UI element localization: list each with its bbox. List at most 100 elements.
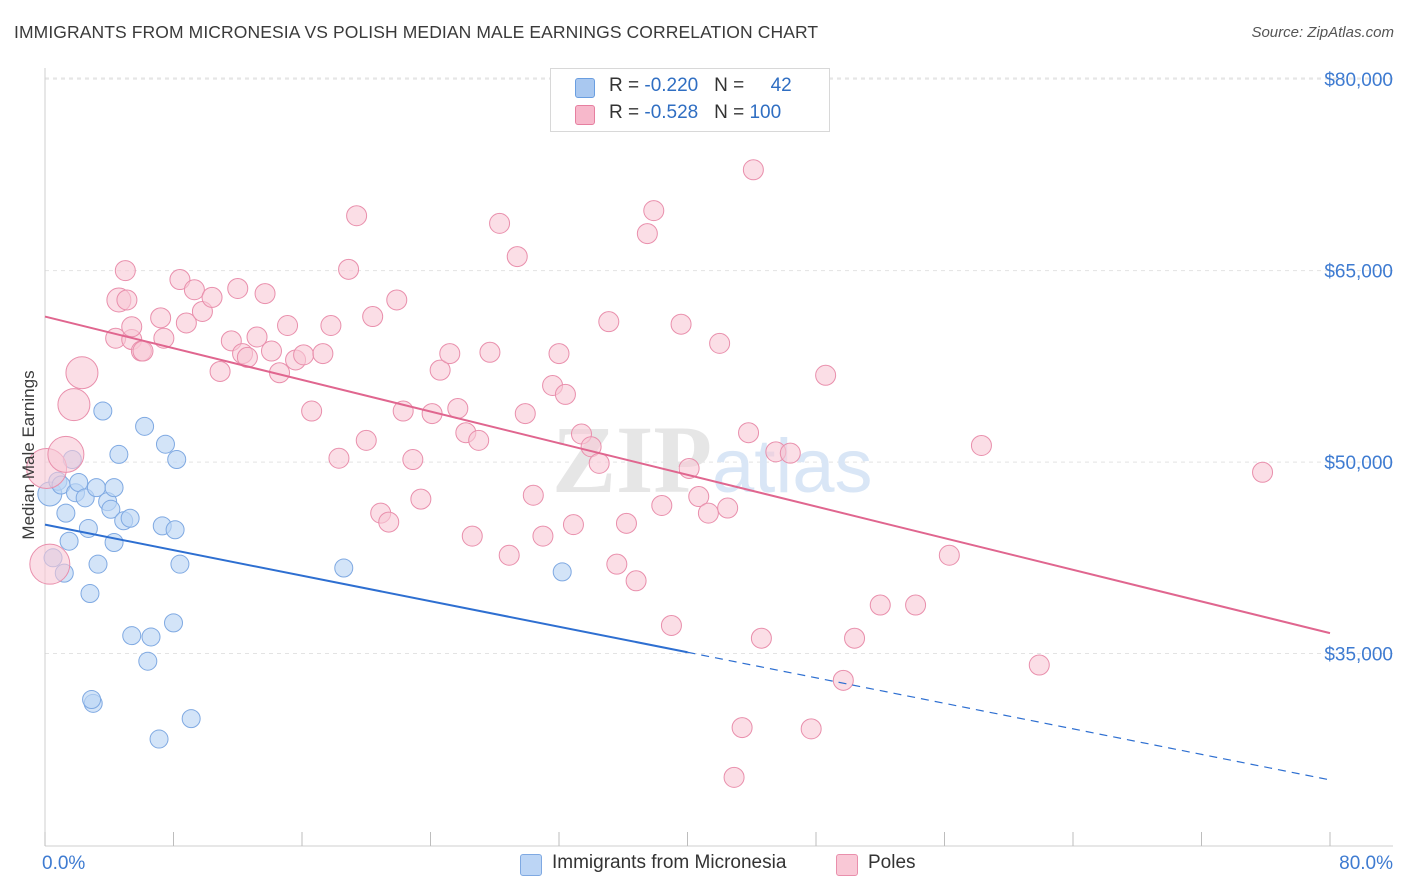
- micronesia-point: [165, 520, 185, 540]
- poles-point: [246, 326, 268, 348]
- poles-point: [905, 594, 927, 616]
- bottom-legend-swatch-poles: [836, 854, 858, 876]
- micronesia-point: [181, 709, 201, 729]
- poles-point: [429, 359, 451, 381]
- micronesia-point: [82, 689, 102, 709]
- poles-point: [468, 429, 490, 451]
- chart-title: IMMIGRANTS FROM MICRONESIA VS POLISH MED…: [14, 22, 819, 42]
- poles-point: [598, 311, 620, 333]
- poles-point: [201, 286, 223, 308]
- legend-swatch-micronesia: [575, 78, 595, 98]
- poles-point: [301, 400, 323, 422]
- poles-point: [723, 766, 745, 788]
- poles-point: [153, 327, 175, 349]
- micronesia-point: [120, 508, 140, 528]
- poles-point: [132, 340, 154, 362]
- legend-n-label: N =: [714, 102, 750, 123]
- bottom-legend-label-poles: Poles: [868, 852, 916, 873]
- poles-point: [800, 718, 822, 740]
- poles-point: [65, 356, 99, 390]
- poles-point: [386, 289, 408, 311]
- poles-point: [832, 669, 854, 691]
- poles-point: [183, 279, 205, 301]
- micronesia-point: [167, 450, 187, 470]
- poles-point: [970, 434, 992, 456]
- micronesia-point: [104, 478, 124, 498]
- poles-point: [1252, 461, 1274, 483]
- poles-point: [643, 200, 665, 222]
- micronesia-point: [93, 401, 113, 421]
- poles-point: [254, 283, 276, 305]
- poles-point: [588, 452, 610, 474]
- poles-point: [489, 212, 511, 234]
- poles-point: [869, 594, 891, 616]
- poles-point: [606, 553, 628, 575]
- y-tick-label: $80,000: [1324, 70, 1393, 91]
- x-tick-label-min: 0.0%: [42, 853, 85, 874]
- poles-point: [731, 717, 753, 739]
- poles-point: [447, 397, 469, 419]
- poles-point: [150, 307, 172, 329]
- legend-n-value: 100: [749, 102, 782, 123]
- poles-point: [320, 314, 342, 336]
- legend-n-value: 42: [770, 75, 792, 96]
- poles-point: [346, 205, 368, 227]
- poles-point: [338, 258, 360, 280]
- y-tick-label: $65,000: [1324, 262, 1393, 283]
- poles-point: [175, 312, 197, 334]
- poles-point: [815, 364, 837, 386]
- poles-point: [779, 442, 801, 464]
- micronesia-point: [170, 554, 190, 574]
- bottom-legend-label-micronesia: Immigrants from Micronesia: [552, 852, 787, 873]
- poles-point: [402, 449, 424, 471]
- micronesia-point: [164, 613, 183, 633]
- poles-point: [209, 360, 231, 382]
- poles-point: [479, 341, 501, 363]
- poles-point: [844, 627, 866, 649]
- poles-point: [260, 340, 282, 362]
- poles-point: [114, 260, 136, 282]
- poles-point: [514, 403, 536, 425]
- poles-point: [709, 332, 731, 354]
- poles-point: [57, 388, 91, 422]
- poles-point: [498, 544, 520, 566]
- y-axis-title: Median Male Earnings: [19, 370, 38, 539]
- micronesia-point: [155, 434, 175, 454]
- legend-r-label: R =: [609, 75, 645, 96]
- y-tick-label: $35,000: [1324, 645, 1393, 666]
- poles-point: [312, 343, 334, 365]
- poles-point: [615, 512, 637, 534]
- bottom-legend-swatch-micronesia: [520, 854, 542, 876]
- source-note: Source: ZipAtlas.com: [1251, 24, 1394, 41]
- stats-legend: R = -0.220 N = 42 R = -0.528 N = 100: [550, 68, 830, 132]
- x-tick-label-max: 80.0%: [1339, 853, 1393, 874]
- micronesia-point: [88, 554, 108, 574]
- legend-swatch-poles: [575, 105, 595, 125]
- poles-point: [227, 277, 249, 299]
- legend-r-value: -0.220: [644, 75, 699, 96]
- micronesia-point: [141, 627, 161, 647]
- poles-point: [688, 486, 710, 508]
- poles-point: [277, 314, 299, 336]
- micronesia-point: [334, 558, 354, 578]
- micronesia-point: [56, 503, 76, 523]
- poles-point: [717, 497, 739, 519]
- poles-point: [439, 343, 461, 365]
- micronesia-point: [109, 444, 129, 464]
- micronesia-point: [101, 499, 121, 519]
- data-points: [26, 159, 1274, 788]
- poles-point: [29, 543, 71, 585]
- axis-labels: $35,000 $50,000 $65,000 $80,000 0.0% 80.0% Med…: [19, 70, 1393, 874]
- poles-point: [169, 269, 191, 291]
- poles-point: [362, 306, 384, 328]
- legend-r-value: -0.528: [644, 102, 699, 123]
- poles-point: [355, 429, 377, 451]
- poles-point: [738, 422, 760, 444]
- poles-point: [121, 316, 143, 338]
- poles-point: [1028, 654, 1050, 676]
- micronesia-point: [149, 729, 169, 749]
- poles-point: [461, 525, 483, 547]
- poles-point: [378, 511, 400, 533]
- poles-point: [562, 514, 584, 536]
